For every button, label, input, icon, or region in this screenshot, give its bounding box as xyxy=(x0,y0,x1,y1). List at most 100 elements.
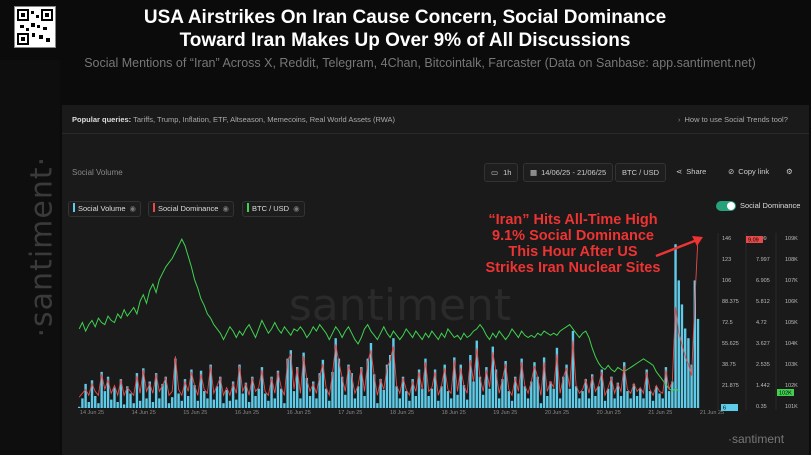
social-volume-bar xyxy=(504,361,507,408)
social-volume-bar xyxy=(411,379,414,408)
date-range-button[interactable]: ▦ 14/06/25 - 21/06/25 xyxy=(523,163,614,182)
settings-button[interactable]: ⚙ xyxy=(786,163,793,180)
social-volume-bar xyxy=(491,346,494,408)
social-volume-bar xyxy=(219,376,222,408)
social-volume-bar xyxy=(437,400,440,408)
social-volume-bar xyxy=(292,391,296,408)
social-volume-bar xyxy=(132,403,135,408)
social-volume-bar xyxy=(472,381,475,408)
eye-icon: ◉ xyxy=(222,204,229,213)
social-volume-bar xyxy=(613,398,616,408)
social-volume-bar xyxy=(170,397,174,408)
y-tick-label: 105K xyxy=(785,320,798,326)
btc-usd-line xyxy=(78,237,679,392)
social-volume-bar xyxy=(635,396,639,408)
social-volume-bar xyxy=(414,396,418,408)
social-volume-bar xyxy=(401,376,405,408)
popular-queries-items[interactable]: Tariffs, Trump, Inflation, ETF, Altseaso… xyxy=(133,115,396,124)
social-volume-bar xyxy=(344,394,347,408)
share-label: Share xyxy=(686,167,707,176)
social-volume-bar xyxy=(244,382,248,408)
social-volume-bar xyxy=(324,388,328,408)
social-volume-bar xyxy=(180,400,183,408)
subheadline: Social Mentions of “Iran” Across X, Redd… xyxy=(84,56,756,70)
social-volume-bar xyxy=(145,398,148,408)
social-volume-bar xyxy=(196,400,200,408)
social-volume-bar xyxy=(610,376,613,408)
social-volume-bar xyxy=(462,385,466,408)
social-volume-bar xyxy=(507,391,511,408)
legend-btc-usd[interactable]: BTC / USD ◉ xyxy=(242,201,305,217)
social-volume-bar xyxy=(126,386,129,408)
social-volume-bar xyxy=(520,358,523,408)
social-dominance-toggle[interactable] xyxy=(716,201,736,211)
y-tick-label: 5.812 xyxy=(756,299,770,305)
legend-social-volume[interactable]: Social Volume ◉ xyxy=(68,201,142,217)
social-volume-bar xyxy=(405,391,408,408)
panel-title: Social Volume xyxy=(72,168,123,177)
social-dominance-toggle-label: Social Dominance xyxy=(740,201,801,210)
help-link[interactable]: › How to use Social Trends tool? xyxy=(678,115,788,124)
social-volume-bar xyxy=(177,393,180,408)
social-volume-bar xyxy=(222,403,225,408)
social-volume-bar xyxy=(209,364,212,408)
social-volume-bar xyxy=(433,369,437,408)
social-volume-bar xyxy=(552,388,555,408)
social-volume-bar xyxy=(661,398,664,408)
social-volume-bar xyxy=(478,376,482,408)
social-volume-bar xyxy=(260,367,264,408)
social-volume-bar xyxy=(302,352,305,408)
social-volume-bar xyxy=(369,343,373,408)
y-tick-label: 106 xyxy=(722,278,731,284)
social-volume-bar xyxy=(215,386,219,408)
help-chevron-icon: › xyxy=(678,115,681,124)
social-volume-bar xyxy=(443,364,446,408)
social-volume-bar xyxy=(340,376,344,408)
copy-link-button[interactable]: ⊘ Copy link xyxy=(722,163,775,180)
social-volume-bar xyxy=(151,402,155,408)
current-value-badge xyxy=(777,389,794,396)
y-tick-label: 4.72 xyxy=(756,320,767,326)
annotation-arrow-shaft xyxy=(655,238,698,258)
date-range-label: 14/06/25 - 21/06/25 xyxy=(541,168,607,177)
y-tick-label: 109K xyxy=(785,236,798,242)
share-icon: ⋖ xyxy=(676,167,683,176)
y-tick-label: 103K xyxy=(785,362,798,368)
social-volume-bar xyxy=(642,398,645,408)
social-volume-bar xyxy=(350,373,353,408)
social-volume-bar xyxy=(568,388,571,408)
x-tick-label: 21 Jun 25 xyxy=(648,410,672,416)
x-tick-label: 17 Jun 25 xyxy=(338,410,362,416)
help-link-label[interactable]: How to use Social Trends tool? xyxy=(684,115,788,124)
current-value-badge xyxy=(721,404,738,411)
qr-code-icon xyxy=(14,6,56,48)
social-volume-bar xyxy=(514,376,517,408)
current-value-badge-text: 6 xyxy=(723,406,726,412)
x-tick-label: 20 Jun 25 xyxy=(545,410,569,416)
social-volume-bar xyxy=(174,358,177,408)
social-volume-bar xyxy=(103,391,107,408)
annotation-line-1: “Iran” Hits All-Time High xyxy=(488,212,658,228)
social-volume-bar xyxy=(408,400,411,408)
copy-link-label: Copy link xyxy=(738,167,770,176)
y-tick-label: 55.625 xyxy=(722,341,739,347)
legend-swatch-btc-usd xyxy=(247,203,249,212)
legend-social-dominance[interactable]: Social Dominance ◉ xyxy=(148,201,234,217)
social-volume-bar xyxy=(203,391,206,408)
y-tick-label: 146 xyxy=(722,236,731,242)
y-tick-label: 7.997 xyxy=(756,257,770,263)
social-volume-bar xyxy=(584,379,587,408)
social-volume-bar xyxy=(110,399,113,408)
social-volume-bar xyxy=(81,398,84,408)
social-volume-bar xyxy=(667,391,671,408)
pair-selector[interactable]: BTC / USD xyxy=(615,163,667,182)
social-dominance-line xyxy=(78,236,699,398)
social-volume-bar xyxy=(312,381,315,408)
social-volume-bar xyxy=(607,388,610,408)
social-volume-bar xyxy=(148,381,151,408)
y-tick-label: 102K xyxy=(785,383,798,389)
share-button[interactable]: ⋖ Share xyxy=(670,163,712,180)
social-volume-bar xyxy=(517,393,520,408)
social-volume-bar xyxy=(555,347,559,408)
interval-button[interactable]: ▭ 1h xyxy=(484,163,519,182)
